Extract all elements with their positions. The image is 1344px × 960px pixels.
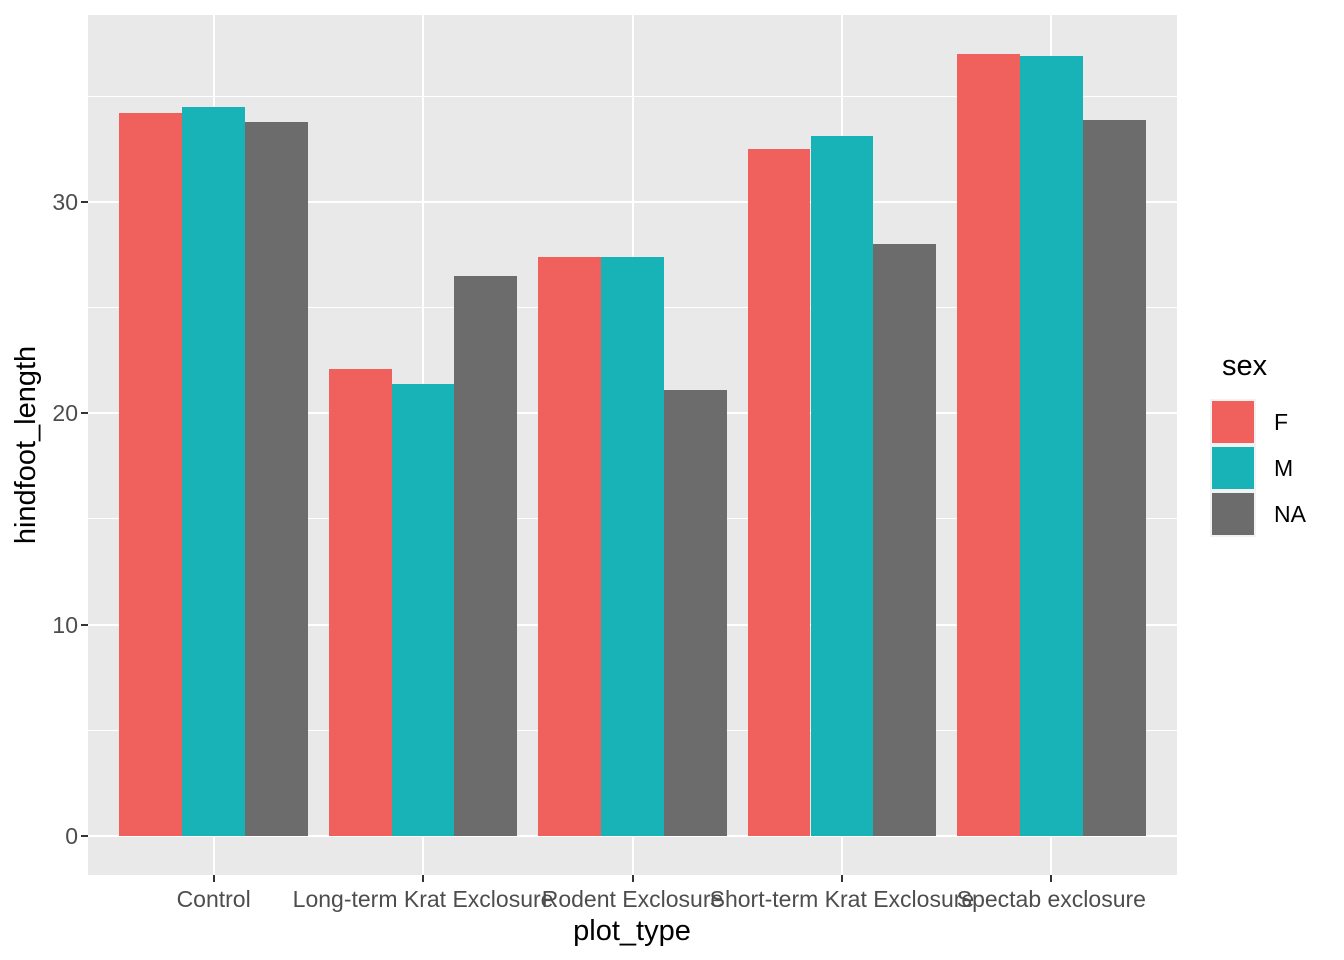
bar-F-spectab-exclosure <box>957 54 1020 836</box>
x-axis-title: plot_type <box>573 915 691 947</box>
x-tick-label-spectab-exclosure: Spectab exclosure <box>956 886 1146 912</box>
legend-item-na: NA <box>1210 491 1340 537</box>
bar-F-short-term-krat-exclosure <box>747 149 811 836</box>
legend-title: sex <box>1222 350 1268 382</box>
y-tick-mark-20 <box>81 412 88 415</box>
x-tick-label-rodent-exclosure: Rodent Exclosure <box>541 886 724 912</box>
x-tick-mark-3 <box>631 875 634 882</box>
bar-F-long-term-krat-exclosure <box>328 368 392 836</box>
x-tick-label-long-term-krat-exclosure: Long-term Krat Exclosure <box>292 886 554 912</box>
x-tick-mark-5 <box>1050 875 1053 882</box>
plot-panel <box>88 15 1177 875</box>
y-tick-label-0: 0 <box>65 822 78 849</box>
legend-item-m: M <box>1210 445 1340 491</box>
bar-NA-long-term-krat-exclosure <box>454 275 518 836</box>
legend-items: F M NA <box>1210 399 1340 537</box>
legend-label-f: F <box>1274 408 1289 435</box>
bar-F-rodent-exclosure <box>538 256 602 836</box>
x-tick-mark-4 <box>840 875 843 882</box>
bar-M-short-term-krat-exclosure <box>810 136 874 836</box>
legend-label-na: NA <box>1274 500 1306 527</box>
x-tick-label-short-term-krat-exclosure: Short-term Krat Exclosure <box>709 886 975 912</box>
legend-key-color-na <box>1212 493 1254 535</box>
x-tick-label-control: Control <box>176 886 251 912</box>
bar-NA-short-term-krat-exclosure <box>873 244 937 836</box>
y-tick-label-10: 10 <box>52 611 78 638</box>
x-tick-mark-1 <box>212 875 215 882</box>
y-tick-mark-30 <box>81 201 88 203</box>
y-tick-mark-0 <box>81 834 88 837</box>
bar-M-rodent-exclosure <box>601 256 664 836</box>
bar-M-spectab-exclosure <box>1019 56 1083 836</box>
y-tick-label-30: 30 <box>52 189 78 215</box>
legend-key-swatch-na <box>1210 491 1256 537</box>
bar-F-control <box>119 113 183 836</box>
legend-item-f: F <box>1210 399 1340 445</box>
legend-key-swatch-m <box>1210 445 1256 491</box>
bar-NA-spectab-exclosure <box>1082 119 1146 836</box>
bar-M-long-term-krat-exclosure <box>391 383 455 836</box>
x-tick-mark-2 <box>422 875 425 882</box>
y-tick-mark-10 <box>81 623 88 626</box>
legend-label-m: M <box>1274 454 1294 481</box>
legend-key-swatch-f <box>1210 399 1256 445</box>
legend-key-color-f <box>1212 401 1254 443</box>
y-tick-label-20: 20 <box>52 400 78 427</box>
bar-NA-rodent-exclosure <box>663 390 727 836</box>
bar-M-control <box>182 106 246 836</box>
legend: sex F M NA <box>1210 350 1340 537</box>
legend-key-color-m <box>1212 447 1254 489</box>
y-axis-title: hindfoot_length <box>10 345 42 545</box>
bar-NA-control <box>245 121 308 836</box>
